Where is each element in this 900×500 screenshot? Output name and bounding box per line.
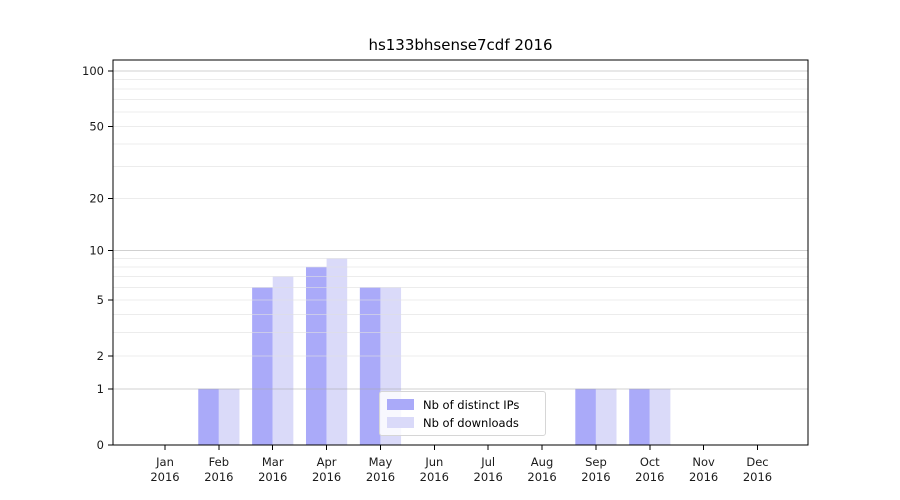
legend-label-distinct-ips: Nb of distinct IPs: [423, 397, 520, 412]
x-tick-year-apr: 2016: [312, 470, 341, 484]
x-tick-label-sep: Sep: [585, 455, 607, 469]
x-tick-year-sep: 2016: [581, 470, 610, 484]
x-tick-label-jun: Jun: [424, 455, 443, 469]
x-tick-year-jan: 2016: [150, 470, 179, 484]
bar-nb-of-downloads-feb: [218, 388, 240, 445]
y-tick-label-1: 1: [97, 382, 104, 396]
x-tick-label-nov: Nov: [692, 455, 715, 469]
y-tick-label-10: 10: [89, 244, 104, 258]
x-tick-year-dec: 2016: [743, 470, 772, 484]
x-tick-label-jul: Jul: [480, 455, 495, 469]
x-tick-label-apr: Apr: [317, 455, 337, 469]
x-tick-year-nov: 2016: [689, 470, 718, 484]
x-tick-year-jul: 2016: [474, 470, 503, 484]
x-tick-label-may: May: [369, 455, 393, 469]
y-tick-label-5: 5: [97, 293, 104, 307]
bar-nb-of-downloads-apr: [326, 258, 348, 445]
x-tick-year-mar: 2016: [258, 470, 287, 484]
bar-nb-of-distinct-ips-may: [359, 287, 381, 445]
x-tick-year-jun: 2016: [420, 470, 449, 484]
legend-label-downloads: Nb of downloads: [423, 415, 519, 430]
legend-item-downloads: Nb of downloads: [387, 416, 538, 430]
y-tick-label-2: 2: [97, 349, 104, 363]
legend-swatch-distinct-ips: [387, 399, 414, 410]
x-tick-year-oct: 2016: [635, 470, 664, 484]
x-tick-label-jan: Jan: [155, 455, 174, 469]
x-tick-label-dec: Dec: [746, 455, 768, 469]
y-tick-label-20: 20: [89, 191, 104, 205]
bar-nb-of-distinct-ips-oct: [629, 388, 650, 445]
plot-frame: [112, 59, 809, 446]
x-tick-label-mar: Mar: [262, 455, 284, 469]
x-tick-year-aug: 2016: [527, 470, 556, 484]
x-tick-year-feb: 2016: [204, 470, 233, 484]
x-tick-label-aug: Aug: [531, 455, 553, 469]
legend: Nb of distinct IPs Nb of downloads: [379, 391, 546, 436]
legend-swatch-downloads: [387, 417, 414, 428]
y-tick-label-0: 0: [97, 438, 104, 452]
chart-title: hs133bhsense7cdf 2016: [368, 36, 553, 54]
x-tick-label-feb: Feb: [209, 455, 229, 469]
legend-item-distinct-ips: Nb of distinct IPs: [387, 398, 538, 412]
bar-nb-of-downloads-oct: [649, 388, 671, 445]
x-tick-year-may: 2016: [366, 470, 395, 484]
x-tick-label-oct: Oct: [640, 455, 660, 469]
bar-nb-of-downloads-mar: [272, 276, 294, 445]
bar-nb-of-distinct-ips-sep: [575, 388, 596, 445]
y-tick-label-100: 100: [82, 64, 104, 78]
y-tick-label-50: 50: [89, 119, 104, 133]
bar-nb-of-distinct-ips-feb: [198, 388, 219, 445]
bar-nb-of-distinct-ips-mar: [252, 287, 273, 445]
bar-nb-of-downloads-sep: [595, 388, 617, 445]
